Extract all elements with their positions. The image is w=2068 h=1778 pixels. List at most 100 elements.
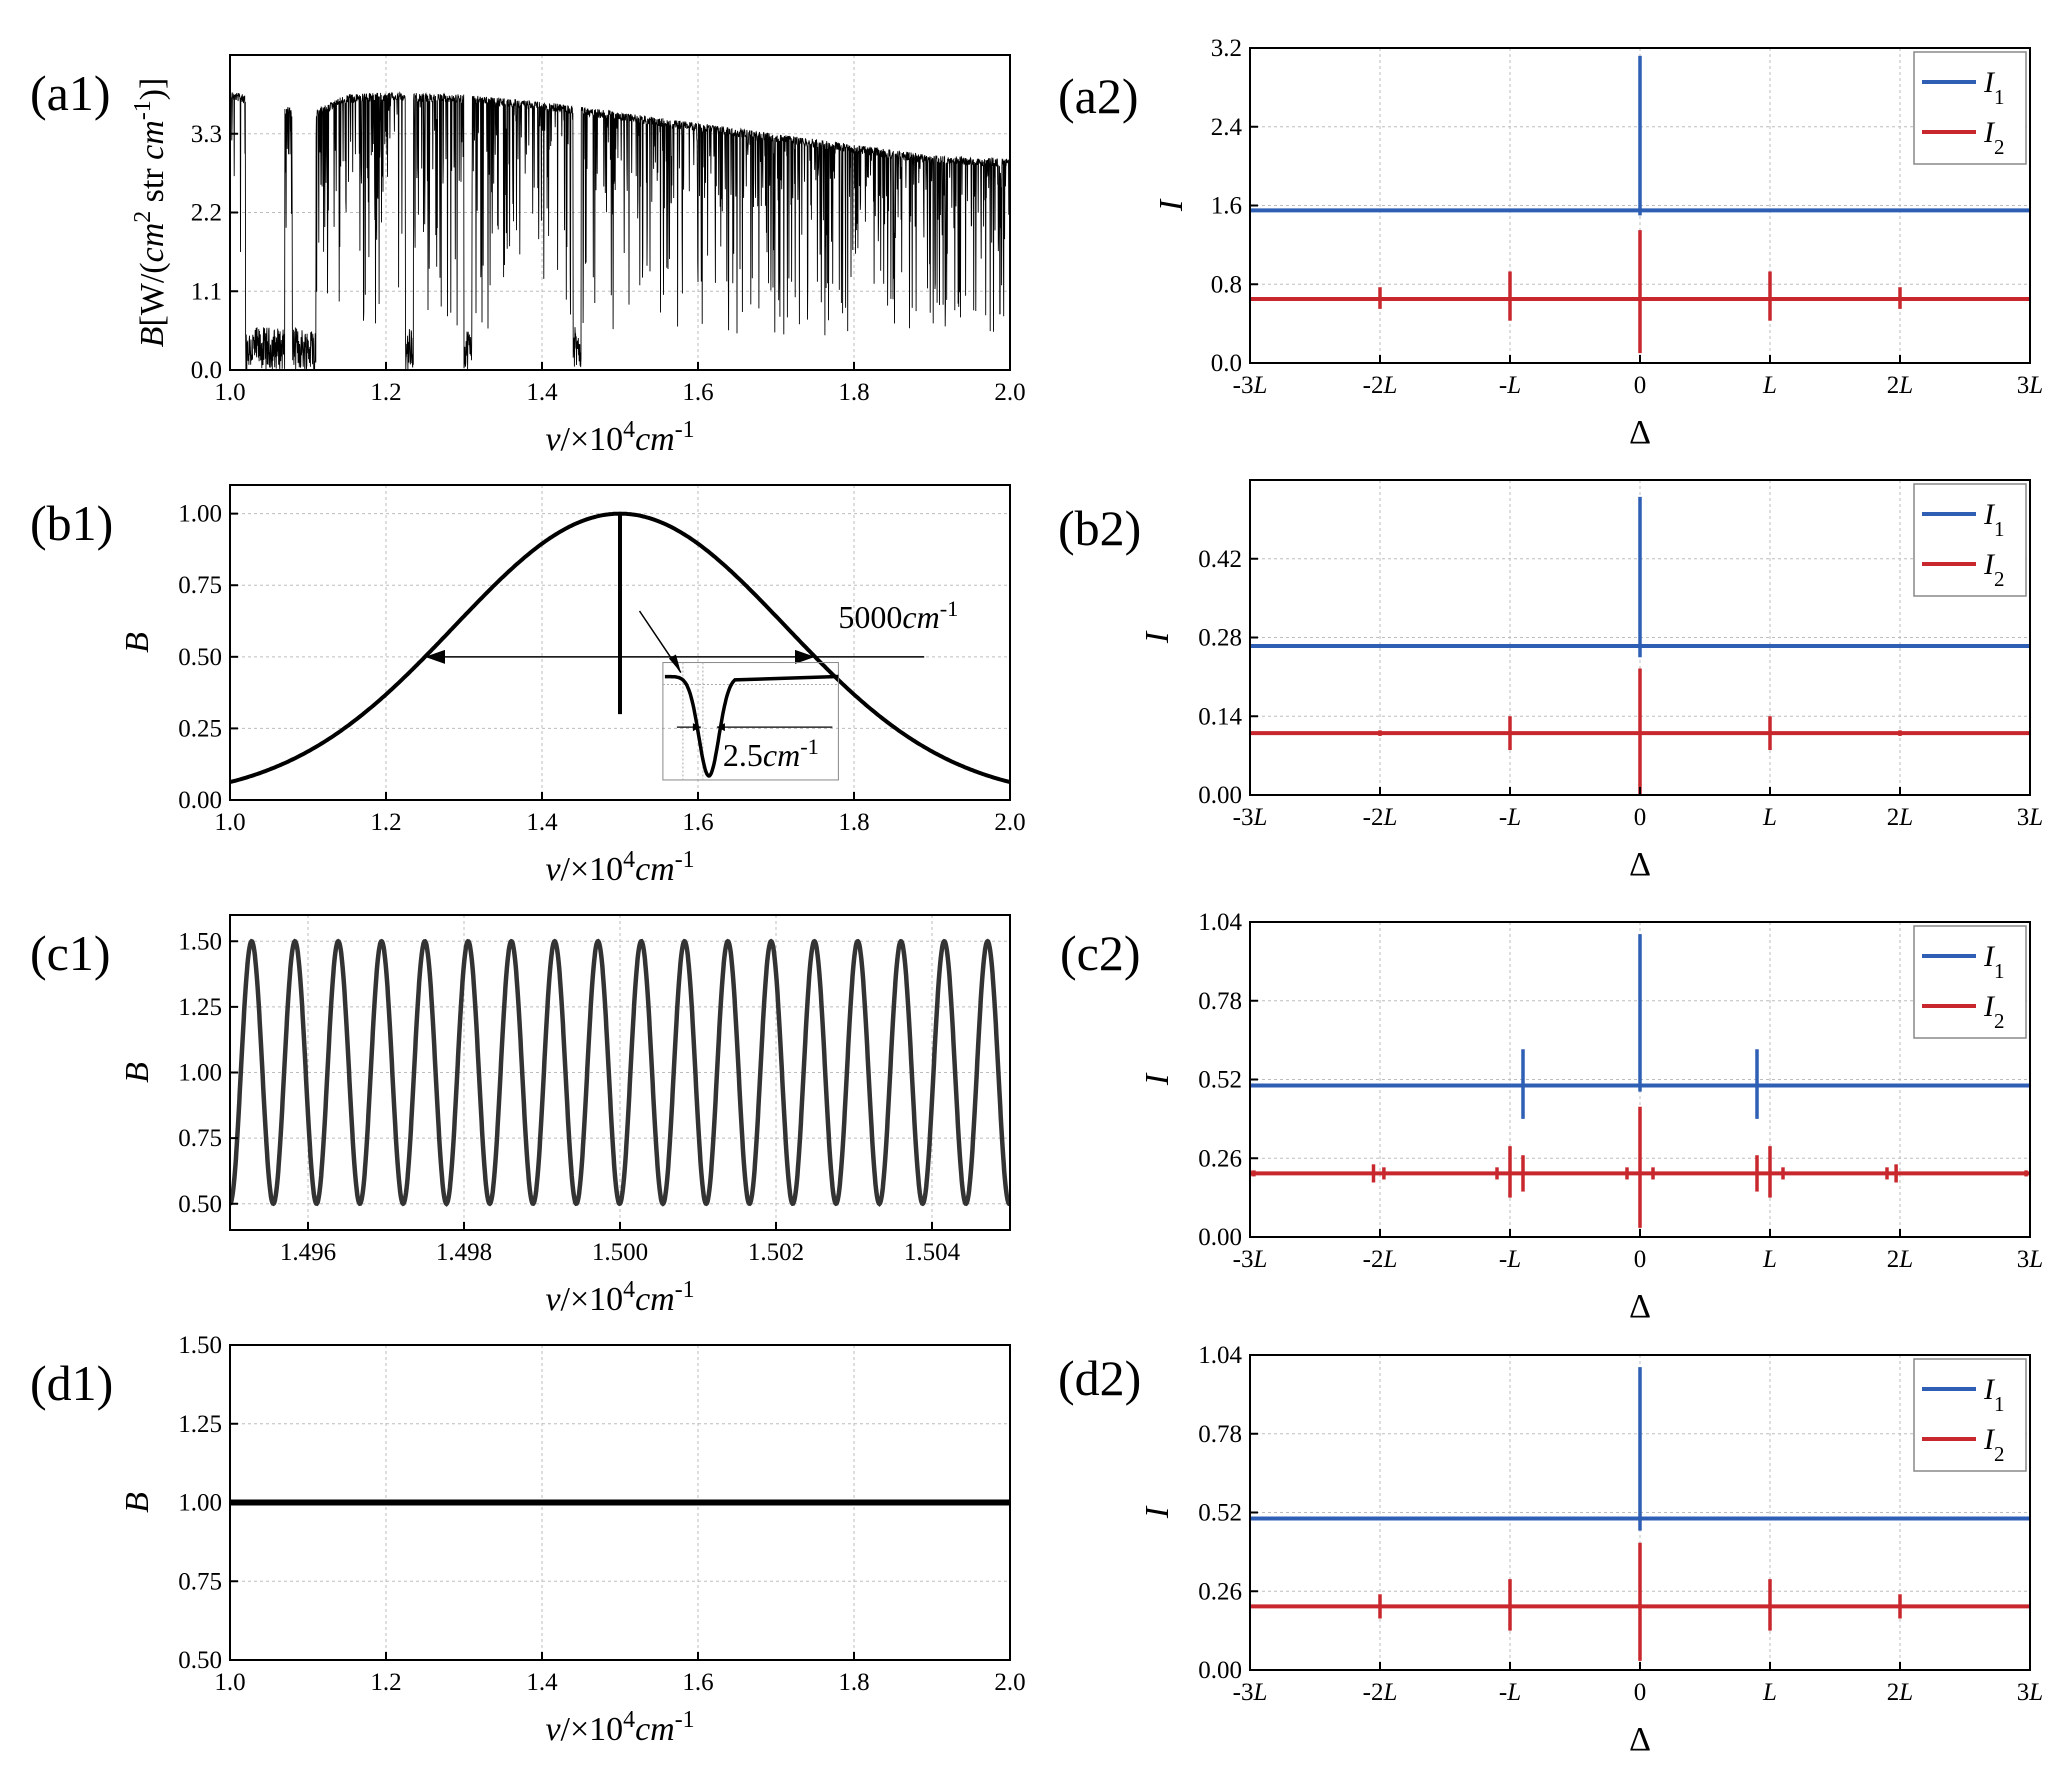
y-tick-label: 2.2	[191, 200, 222, 227]
x-tick-label: 3L	[2017, 1246, 2043, 1273]
x-tick-label: 1.496	[280, 1239, 336, 1266]
y-tick-label: 0.00	[1198, 1224, 1242, 1251]
series-I2	[1250, 230, 2030, 354]
x-tick-label: 0	[1634, 1679, 1647, 1706]
x-tick-label: -2L	[1363, 1246, 1398, 1273]
series-I2	[1250, 1542, 2030, 1661]
x-tick-label: 1.4	[526, 1669, 558, 1696]
x-tick-label: L	[1762, 1246, 1777, 1273]
x-tick-label: L	[1762, 372, 1777, 399]
x-tick-label: -3L	[1233, 372, 1268, 399]
panel-a1: 1.0 1.2 1.4 1.6 1.8 2.0 0.0 1.1 2.2 3.3 (a1) v/×104…	[30, 54, 1026, 458]
y-axis-label: B[W/(cm2 str cm-1)]	[130, 78, 171, 348]
series-I2	[1250, 668, 2030, 795]
y-tick-label: 0.78	[1198, 988, 1242, 1015]
y-tick-label: 0.00	[1198, 1657, 1242, 1684]
y-axis-label: B	[119, 1492, 156, 1513]
panel-b1: 1.0 1.2 1.4 1.6 1.8 2.0 0.00 0.25 0.50 0.75 1.00 (b…	[30, 484, 1026, 888]
x-tick-label: 2L	[1887, 804, 1913, 831]
y-tick-label: 1.00	[178, 501, 222, 528]
y-tick-label: 0.75	[178, 1568, 222, 1595]
panel-label: (a1)	[30, 65, 111, 121]
x-tick-label: -3L	[1233, 804, 1268, 831]
panel-c2: -3L -2L -L 0 L 2L 3L 0.00 0.26 0.52 0.78 1.04 (c2) Δ I…	[1060, 909, 2043, 1325]
x-tick-label: 1.0	[214, 1669, 245, 1696]
y-axis-label: I	[1139, 1505, 1176, 1519]
x-tick-label: -L	[1499, 1679, 1521, 1706]
x-tick-label: 1.4	[526, 809, 558, 836]
series-I1	[1250, 496, 2030, 658]
x-axis-label: Δ	[1629, 1288, 1651, 1325]
series-I1	[1250, 55, 2030, 216]
x-tick-label: 0	[1634, 1246, 1647, 1273]
plot-area	[1250, 934, 2030, 1228]
legend-entry: I1	[1983, 940, 2005, 983]
x-tick-label: 1.2	[370, 379, 401, 406]
x-tick-label: 1.498	[436, 1239, 492, 1266]
x-axis-label: Δ	[1629, 846, 1651, 883]
legend-entry: I2	[1983, 1423, 2005, 1466]
y-tick-label: 0.25	[178, 715, 222, 742]
sinusoid-line	[230, 938, 1010, 1207]
panel-c1: 1.496 1.498 1.500 1.502 1.504 0.50 0.75 1.00 1.2…	[30, 914, 1011, 1318]
legend-entry: I2	[1983, 116, 2005, 159]
plot-area	[230, 91, 1010, 370]
y-tick-label: 3.2	[1211, 35, 1242, 62]
x-tick-label: 1.0	[214, 809, 245, 836]
x-tick-label: 0	[1634, 372, 1647, 399]
y-tick-label: 1.00	[178, 1060, 222, 1087]
legend-entry: I2	[1983, 990, 2005, 1033]
y-tick-label: 1.25	[178, 994, 222, 1021]
y-tick-label: 3.3	[191, 121, 222, 148]
x-tick-label: 2L	[1887, 1246, 1913, 1273]
x-tick-label: -L	[1499, 372, 1521, 399]
x-tick-label: 2.0	[994, 809, 1025, 836]
x-tick-label: -2L	[1363, 372, 1398, 399]
x-tick-label: 3L	[2017, 804, 2043, 831]
y-tick-label: 0.0	[1211, 350, 1242, 377]
y-tick-label: 1.50	[178, 928, 222, 955]
arrow-left	[425, 649, 445, 664]
x-tick-label: -3L	[1233, 1679, 1268, 1706]
plot-area	[1250, 55, 2030, 354]
x-tick-label: 1.504	[904, 1239, 961, 1266]
x-tick-label: 1.2	[370, 809, 401, 836]
panel-d2: -3L -2L -L 0 L 2L 3L 0.00 0.26 0.52 0.78 1.04 (d2) Δ I…	[1058, 1342, 2043, 1758]
x-tick-label: 1.6	[682, 809, 713, 836]
plot-area	[1250, 496, 2030, 795]
panel-label: (b2)	[1058, 500, 1141, 556]
y-tick-label: 0.52	[1198, 1067, 1242, 1094]
x-tick-label: L	[1762, 1679, 1777, 1706]
y-tick-label: 0.50	[178, 1191, 222, 1218]
x-tick-label: 1.500	[592, 1239, 648, 1266]
y-tick-label: 1.00	[178, 1490, 222, 1517]
y-axis-label: B	[119, 1062, 156, 1083]
fwhm-label: 5000cm-1	[838, 596, 958, 636]
axes-frame	[229, 484, 1011, 801]
x-tick-label: -L	[1499, 1246, 1521, 1273]
y-tick-label: 0.78	[1198, 1421, 1242, 1448]
x-tick-label: 1.502	[748, 1239, 804, 1266]
plot-area	[230, 938, 1010, 1207]
x-axis-label: Δ	[1629, 414, 1651, 451]
x-tick-label: -2L	[1363, 1679, 1398, 1706]
y-tick-label: 1.04	[1198, 1342, 1242, 1369]
x-tick-label: 2.0	[994, 1669, 1025, 1696]
x-axis-label: v/×104cm-1	[545, 417, 694, 458]
x-tick-label: 1.8	[838, 1669, 869, 1696]
x-tick-label: 1.0	[214, 379, 245, 406]
panel-label: (d1)	[30, 1355, 113, 1411]
line-width-label: 2.5cm-1	[723, 733, 819, 773]
y-tick-label: 0.26	[1198, 1578, 1242, 1605]
y-tick-label: 1.1	[191, 278, 222, 305]
x-tick-label: -L	[1499, 804, 1521, 831]
inset: 2.5cm-1	[638, 610, 839, 781]
x-axis-label: v/×104cm-1	[545, 1707, 694, 1748]
gaussian-line	[230, 511, 1010, 785]
x-tick-label: 1.8	[838, 379, 869, 406]
